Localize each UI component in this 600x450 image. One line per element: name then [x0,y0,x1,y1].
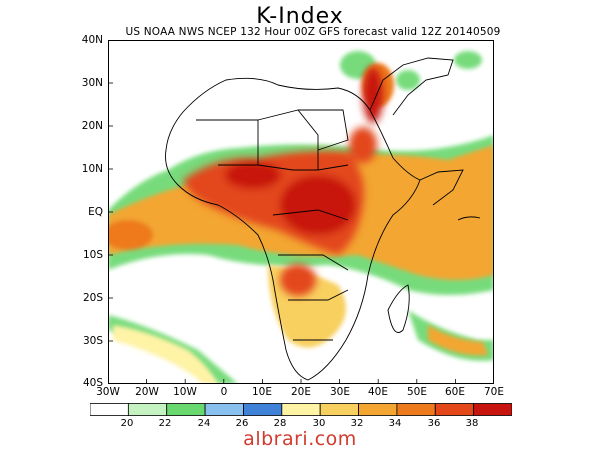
colorbar-swatch [127,403,168,416]
lat-label: 30S [82,335,103,347]
colorbar-label: 36 [427,418,441,429]
watermark: albrari.com [243,428,357,450]
colorbar-swatch [204,403,244,416]
k-index-colorbar [90,403,512,416]
lon-label: 20E [291,386,311,398]
lat-label: 10S [82,249,103,261]
colorbar-swatch [281,403,321,416]
lat-label: EQ [88,206,103,218]
colorbar-swatch [90,403,129,416]
coastlines-borders [165,57,481,381]
colorbar-swatch [358,403,398,416]
lon-label: 50E [407,386,427,398]
colorbar-label: 34 [388,418,402,429]
map-title: K-Index [256,4,344,29]
colorbar-label: 20 [120,418,134,429]
colorbar-label: 30 [312,418,326,429]
lat-label: 10N [81,163,103,175]
colorbar-label: 28 [273,418,287,429]
k-index-map [108,40,494,384]
colorbar-label: 22 [158,418,172,429]
colorbar-label: 32 [350,418,364,429]
lon-label: 60E [445,386,465,398]
lat-label: 30N [81,77,103,89]
colorbar-label: 38 [465,418,479,429]
lon-label: 30W [96,386,120,398]
lon-label: 10W [173,386,197,398]
lat-label: 20S [82,292,103,304]
lon-label: 70E [484,386,504,398]
lat-label: 20N [81,120,103,132]
lat-label: 40S [82,377,103,389]
colorbar-swatch [473,403,512,416]
lon-label: 10E [252,386,272,398]
lon-label: 40E [368,386,388,398]
lat-label: 40N [81,34,103,46]
lon-label: 0 [220,386,228,398]
colorbar-label: 26 [235,418,249,429]
colorbar-swatch [319,403,359,416]
colorbar-swatch [243,403,283,416]
colorbar-swatch [434,403,475,416]
colorbar-label: 24 [197,418,211,429]
lon-label: 20W [135,386,159,398]
colorbar-swatch [396,403,436,416]
lon-label: 30E [330,386,350,398]
colorbar-swatch [166,403,206,416]
map-subtitle: US NOAA NWS NCEP 132 Hour 00Z GFS foreca… [125,26,501,38]
k-index-field-red [183,67,383,296]
